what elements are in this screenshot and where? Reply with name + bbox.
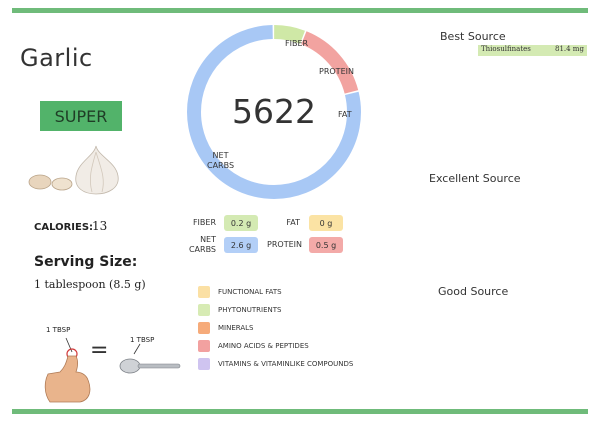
donut-segment-net-carbs (187, 25, 361, 199)
donut-label-fat: FAT (338, 110, 352, 119)
legend-label: MINERALS (218, 324, 254, 332)
best-source-row (478, 45, 587, 56)
legend-label: FUNCTIONAL FATS (218, 288, 282, 296)
carbs-label: CARBS (188, 245, 216, 254)
macro-donut-chart (187, 25, 361, 199)
good-source-heading: Good Source (438, 285, 509, 298)
best-source-amount: 81.4 mg (555, 45, 584, 53)
calories-value: 13 (92, 219, 108, 233)
tablespoon-icon (119, 343, 181, 374)
protein-value-pill: 0.5 g (309, 237, 343, 253)
legend-label: PHYTONUTRIENTS (218, 306, 282, 314)
food-title: Garlic (20, 44, 93, 72)
garlic-clove-icon (28, 174, 52, 190)
fiber-label: FIBER (192, 218, 216, 227)
legend-item: FUNCTIONAL FATS (198, 286, 282, 298)
donut-label-net: NET (212, 151, 229, 160)
garlic-bulb-icon (75, 145, 119, 195)
donut-label-fiber: FIBER (285, 39, 309, 48)
legend-item: MINERALS (198, 322, 253, 334)
legend-item: PHYTONUTRIENTS (198, 304, 282, 316)
best-source-name: Thiosulfinates (481, 45, 531, 53)
calories-label: CALORIES: (34, 222, 94, 233)
legend-item: AMINO ACIDS & PEPTIDES (198, 340, 309, 352)
fiber-value-pill: 0.2 g (224, 215, 258, 231)
net-carbs-label: NET CARBS (170, 235, 216, 255)
donut-label-net-carbs: NET CARBS (207, 151, 234, 171)
spoon-tbsp-label: 1 TBSP (130, 336, 155, 344)
net-label: NET (200, 235, 216, 244)
donut-label-carbs: CARBS (207, 161, 235, 170)
super-badge: SUPER (40, 101, 122, 131)
garlic-illustration (28, 145, 119, 195)
legend-swatch (198, 304, 210, 316)
serving-size-value: 1 tablespoon (8.5 g) (34, 278, 146, 291)
protein-label: PROTEIN (267, 240, 302, 249)
garlic-clove-icon (51, 177, 73, 191)
fat-value-pill: 0 g (309, 215, 343, 231)
bottom-border (12, 409, 588, 414)
legend-swatch (198, 286, 210, 298)
legend-swatch (198, 322, 210, 334)
legend-swatch (198, 358, 210, 370)
donut-label-protein: PROTEIN (319, 67, 354, 76)
legend-item: VITAMINS & VITAMINLIKE COMPOUNDS (198, 358, 353, 370)
net-carbs-value-pill: 2.6 g (224, 237, 258, 253)
fat-label: FAT (286, 218, 300, 227)
legend-label: AMINO ACIDS & PEPTIDES (218, 342, 309, 350)
thumb-tbsp-label: 1 TBSP (46, 326, 71, 334)
legend-label: VITAMINS & VITAMINLIKE COMPOUNDS (218, 360, 354, 368)
excellent-source-heading: Excellent Source (429, 172, 521, 185)
thumb-icon (44, 337, 91, 403)
equals-sign: = (90, 338, 109, 363)
serving-size-label: Serving Size: (34, 254, 138, 270)
top-border (12, 8, 588, 13)
best-source-heading: Best Source (440, 30, 506, 43)
donut-center-value: 5622 (232, 92, 316, 131)
legend-swatch (198, 340, 210, 352)
